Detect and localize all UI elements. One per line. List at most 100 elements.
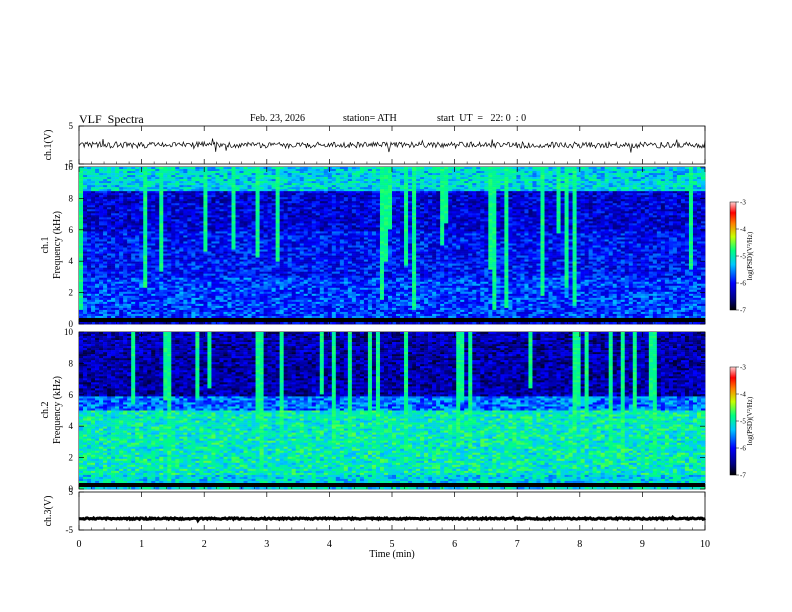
ch1-spectrogram-cell bbox=[127, 175, 131, 177]
ch1-spectrogram-cell bbox=[135, 219, 139, 221]
ch1-spectrogram-cell bbox=[661, 205, 665, 207]
ch1-spectrogram-cell bbox=[360, 203, 364, 205]
ch1-spectrogram-cell bbox=[597, 169, 601, 171]
ch1-spectrogram-cell bbox=[581, 181, 585, 183]
ch1-spectrogram-cell bbox=[500, 189, 504, 191]
ch1-spectrogram-cell bbox=[412, 201, 416, 203]
ch1-spectrogram-cell bbox=[681, 173, 685, 175]
ch1-spectrogram-cell bbox=[195, 193, 199, 195]
ch1-spectrogram-cell bbox=[448, 193, 452, 195]
ch1-spectrogram-cell bbox=[512, 229, 516, 231]
ch1-spectrogram-cell bbox=[544, 193, 548, 195]
ch1-spectrogram-cell bbox=[131, 167, 135, 169]
ch1-spectrogram-cell bbox=[244, 219, 248, 221]
ch1-spectrogram-cell bbox=[183, 209, 187, 211]
ch1-spectrogram-cell bbox=[99, 219, 103, 221]
ch1-spectrogram-cell bbox=[448, 215, 452, 217]
ch1-spectrogram-cell bbox=[288, 195, 292, 197]
ch1-spectrogram-cell bbox=[195, 189, 199, 191]
ch1-spectrogram-cell bbox=[400, 199, 404, 201]
ch1-spectrogram-cell bbox=[448, 183, 452, 185]
ch1-spectrogram-cell bbox=[240, 177, 244, 179]
ch1-spectrogram-cell bbox=[520, 201, 524, 203]
ch1-spectrogram-cell bbox=[147, 177, 151, 179]
ch1-spectrogram-cell bbox=[448, 171, 452, 173]
ch1-spectrogram-cell bbox=[227, 171, 231, 173]
ch1-spectrogram-cell bbox=[272, 197, 276, 199]
ch1-spectrogram-cell bbox=[308, 189, 312, 191]
ch1-spectrogram-cell bbox=[248, 197, 252, 199]
ch1-spectrogram-cell bbox=[304, 219, 308, 221]
ch1-spectrogram-cell bbox=[609, 191, 613, 193]
ch1-spectrogram-image bbox=[79, 167, 705, 324]
ch1-spectrogram-cell bbox=[532, 195, 536, 197]
ch1-spectrogram-cell bbox=[701, 219, 705, 221]
ch1-spectrogram-cell bbox=[593, 195, 597, 197]
ch1-spectrogram-cell bbox=[605, 207, 609, 209]
ch1-spectrogram-cell bbox=[135, 201, 139, 203]
ch1-spectrogram-cell bbox=[677, 179, 681, 181]
ch1-spectrogram-cell bbox=[516, 219, 520, 221]
ch1-spectrogram-cell bbox=[308, 169, 312, 171]
ch1-spectrogram-cell bbox=[589, 203, 593, 205]
ch1-spectrogram-cell bbox=[669, 175, 673, 177]
ch1-spectrogram-cell bbox=[444, 195, 448, 197]
ch1-spectrogram-cell bbox=[107, 205, 111, 207]
ch1-spectrogram-cell bbox=[432, 211, 436, 213]
ch1-spectrogram-cell bbox=[661, 225, 665, 227]
ch1-spectrogram-cell bbox=[95, 191, 99, 193]
ch1-spectrogram-cell bbox=[191, 181, 195, 183]
ch1-spectrogram-cell bbox=[115, 229, 119, 231]
ch1-spectrogram-cell bbox=[264, 187, 268, 189]
ch1-spectrogram-cell bbox=[211, 193, 215, 195]
ch1-spectrogram-cell bbox=[155, 181, 159, 183]
ch1-spectrogram-cell bbox=[621, 189, 625, 191]
ch1-spectrogram-cell bbox=[573, 193, 577, 195]
ch1-spectrogram-cell bbox=[549, 201, 553, 203]
ch1-spectrogram-cell bbox=[480, 217, 484, 219]
ch1-spectrogram-cell bbox=[240, 227, 244, 229]
ch1-spectrogram-cell bbox=[296, 191, 300, 193]
ch1-spectrogram-cell bbox=[151, 201, 155, 203]
ch1-spectrogram-cell bbox=[528, 181, 532, 183]
ch1-spectrogram-cell bbox=[408, 175, 412, 177]
ch1-spectrogram-cell bbox=[123, 229, 127, 231]
ch1-spectrogram-cell bbox=[585, 215, 589, 217]
ch1-spectrogram-cell bbox=[372, 205, 376, 207]
ch1-spectrogram-cell bbox=[420, 217, 424, 219]
ch1-spectrogram-cell bbox=[79, 183, 83, 185]
ch1-spectrogram-cell bbox=[384, 173, 388, 175]
ch1-spectrogram-cell bbox=[163, 185, 167, 187]
ch1-spectrogram-cell bbox=[336, 219, 340, 221]
ch1-spectrogram-cell bbox=[581, 203, 585, 205]
ch1-spectrogram-cell bbox=[252, 189, 256, 191]
ch1-spectrogram-cell bbox=[412, 193, 416, 195]
ch1-spectrogram-cell bbox=[163, 195, 167, 197]
ch1-spectrogram-cell bbox=[131, 169, 135, 171]
ch1-spectrogram-cell bbox=[553, 189, 557, 191]
ch1-spectrogram-cell bbox=[300, 191, 304, 193]
ch1-spectrogram-cell bbox=[308, 199, 312, 201]
ch1-spectrogram-cell bbox=[135, 205, 139, 207]
ch1-spectrogram-cell bbox=[119, 223, 123, 225]
ch1-spectrogram-cell bbox=[203, 219, 207, 221]
ch1-spectrogram-cell bbox=[452, 219, 456, 221]
ch1-spectrogram-cell bbox=[492, 175, 496, 177]
ch1-spectrogram-cell bbox=[416, 213, 420, 215]
ch1-spectrogram-cell bbox=[448, 189, 452, 191]
ch1-spectrogram-cell bbox=[252, 221, 256, 223]
ch1-spectrogram-cell bbox=[340, 201, 344, 203]
ch1-spectrogram-cell bbox=[468, 213, 472, 215]
ch1-spectrogram-cell bbox=[581, 211, 585, 213]
ch1-spectrogram-cell bbox=[617, 195, 621, 197]
ch1-spectrogram-cell bbox=[147, 197, 151, 199]
ch1-spectrogram-cell bbox=[452, 183, 456, 185]
ch1-spectrogram-cell bbox=[625, 173, 629, 175]
ch1-spectrogram-cell bbox=[83, 207, 87, 209]
ch1-spectrogram-cell bbox=[581, 187, 585, 189]
ch1-spectrogram-cell bbox=[223, 195, 227, 197]
ch1-spectrogram-cell bbox=[492, 201, 496, 203]
ch1-spectrogram-cell bbox=[476, 197, 480, 199]
ch1-spectrogram-cell bbox=[613, 181, 617, 183]
ch1-spectrogram-cell bbox=[284, 191, 288, 193]
